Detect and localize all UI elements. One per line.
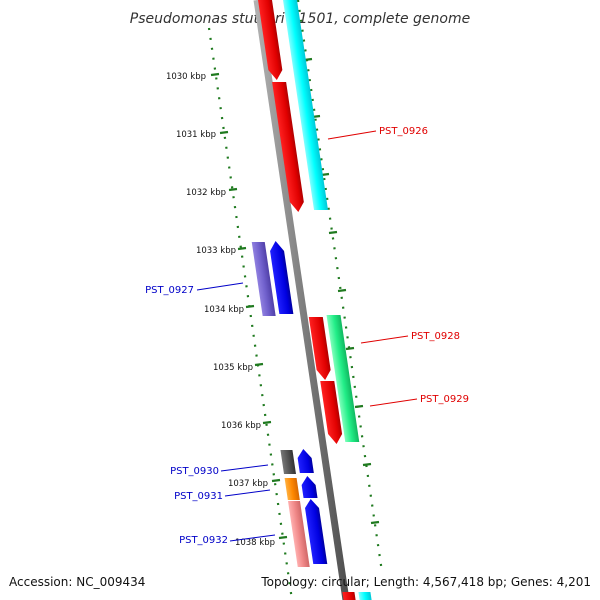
red-cds-upper[interactable] xyxy=(258,0,284,80)
pink-feature-pst0932[interactable] xyxy=(287,501,310,567)
gene-label-pst0930[interactable]: PST_0930 xyxy=(170,466,219,477)
gene-label-pst0928[interactable]: PST_0928 xyxy=(411,331,460,342)
inner-tick-ring xyxy=(207,27,294,600)
gray-feature-pst0930[interactable] xyxy=(280,450,296,474)
scale-label: 1033 kbp xyxy=(196,246,236,256)
blue-cds-pst0930[interactable] xyxy=(296,449,314,473)
blue-cds-pst0931[interactable] xyxy=(300,476,318,498)
map-title: Pseudomonas stutzeri A1501, complete gen… xyxy=(130,11,470,27)
outer-tick-ring xyxy=(296,0,384,573)
orange-feature-pst0931[interactable] xyxy=(284,478,300,500)
cyan-feature[interactable] xyxy=(283,0,329,210)
scale-label: 1031 kbp xyxy=(176,130,216,140)
scale-label: 1032 kbp xyxy=(186,188,226,198)
blue-cds-pst0927[interactable] xyxy=(269,241,294,314)
gene-label-pst0932[interactable]: PST_0932 xyxy=(179,535,228,546)
genome-backbone xyxy=(253,0,350,600)
blue-cds-pst0932[interactable] xyxy=(304,499,328,564)
gene-labels: PST_0926 PST_0927 PST_0928 PST_0929 PST_… xyxy=(145,126,469,546)
scale-labels: 1030 kbp 1031 kbp 1032 kbp 1033 kbp 1034… xyxy=(166,72,275,548)
scale-label: 1038 kbp xyxy=(235,538,275,548)
genome-summary: Topology: circular; Length: 4,567,418 bp… xyxy=(260,575,591,589)
red-cds-pst0926[interactable] xyxy=(272,82,305,212)
scale-label: 1030 kbp xyxy=(166,72,206,82)
gene-label-pst0931[interactable]: PST_0931 xyxy=(174,491,223,502)
gene-label-pst0929[interactable]: PST_0929 xyxy=(420,394,469,405)
scale-label: 1037 kbp xyxy=(228,479,268,489)
scale-label: 1034 kbp xyxy=(204,305,244,315)
purple-feature-pst0927[interactable] xyxy=(251,242,276,316)
gene-label-pst0926[interactable]: PST_0926 xyxy=(379,126,428,137)
label-connectors xyxy=(196,130,418,542)
scale-label: 1035 kbp xyxy=(213,363,253,373)
red-cds-bottom[interactable] xyxy=(342,592,356,600)
gene-label-pst0927[interactable]: PST_0927 xyxy=(145,285,194,296)
scale-label: 1036 kbp xyxy=(221,421,261,431)
inner-major-ticks xyxy=(210,72,288,540)
accession-label: Accession: NC_009434 xyxy=(9,575,145,589)
red-cds-pst0929[interactable] xyxy=(320,381,343,444)
red-cds-pst0928[interactable] xyxy=(308,317,332,380)
cyan-feature-bottom[interactable] xyxy=(358,592,372,600)
green-feature[interactable] xyxy=(326,315,360,442)
